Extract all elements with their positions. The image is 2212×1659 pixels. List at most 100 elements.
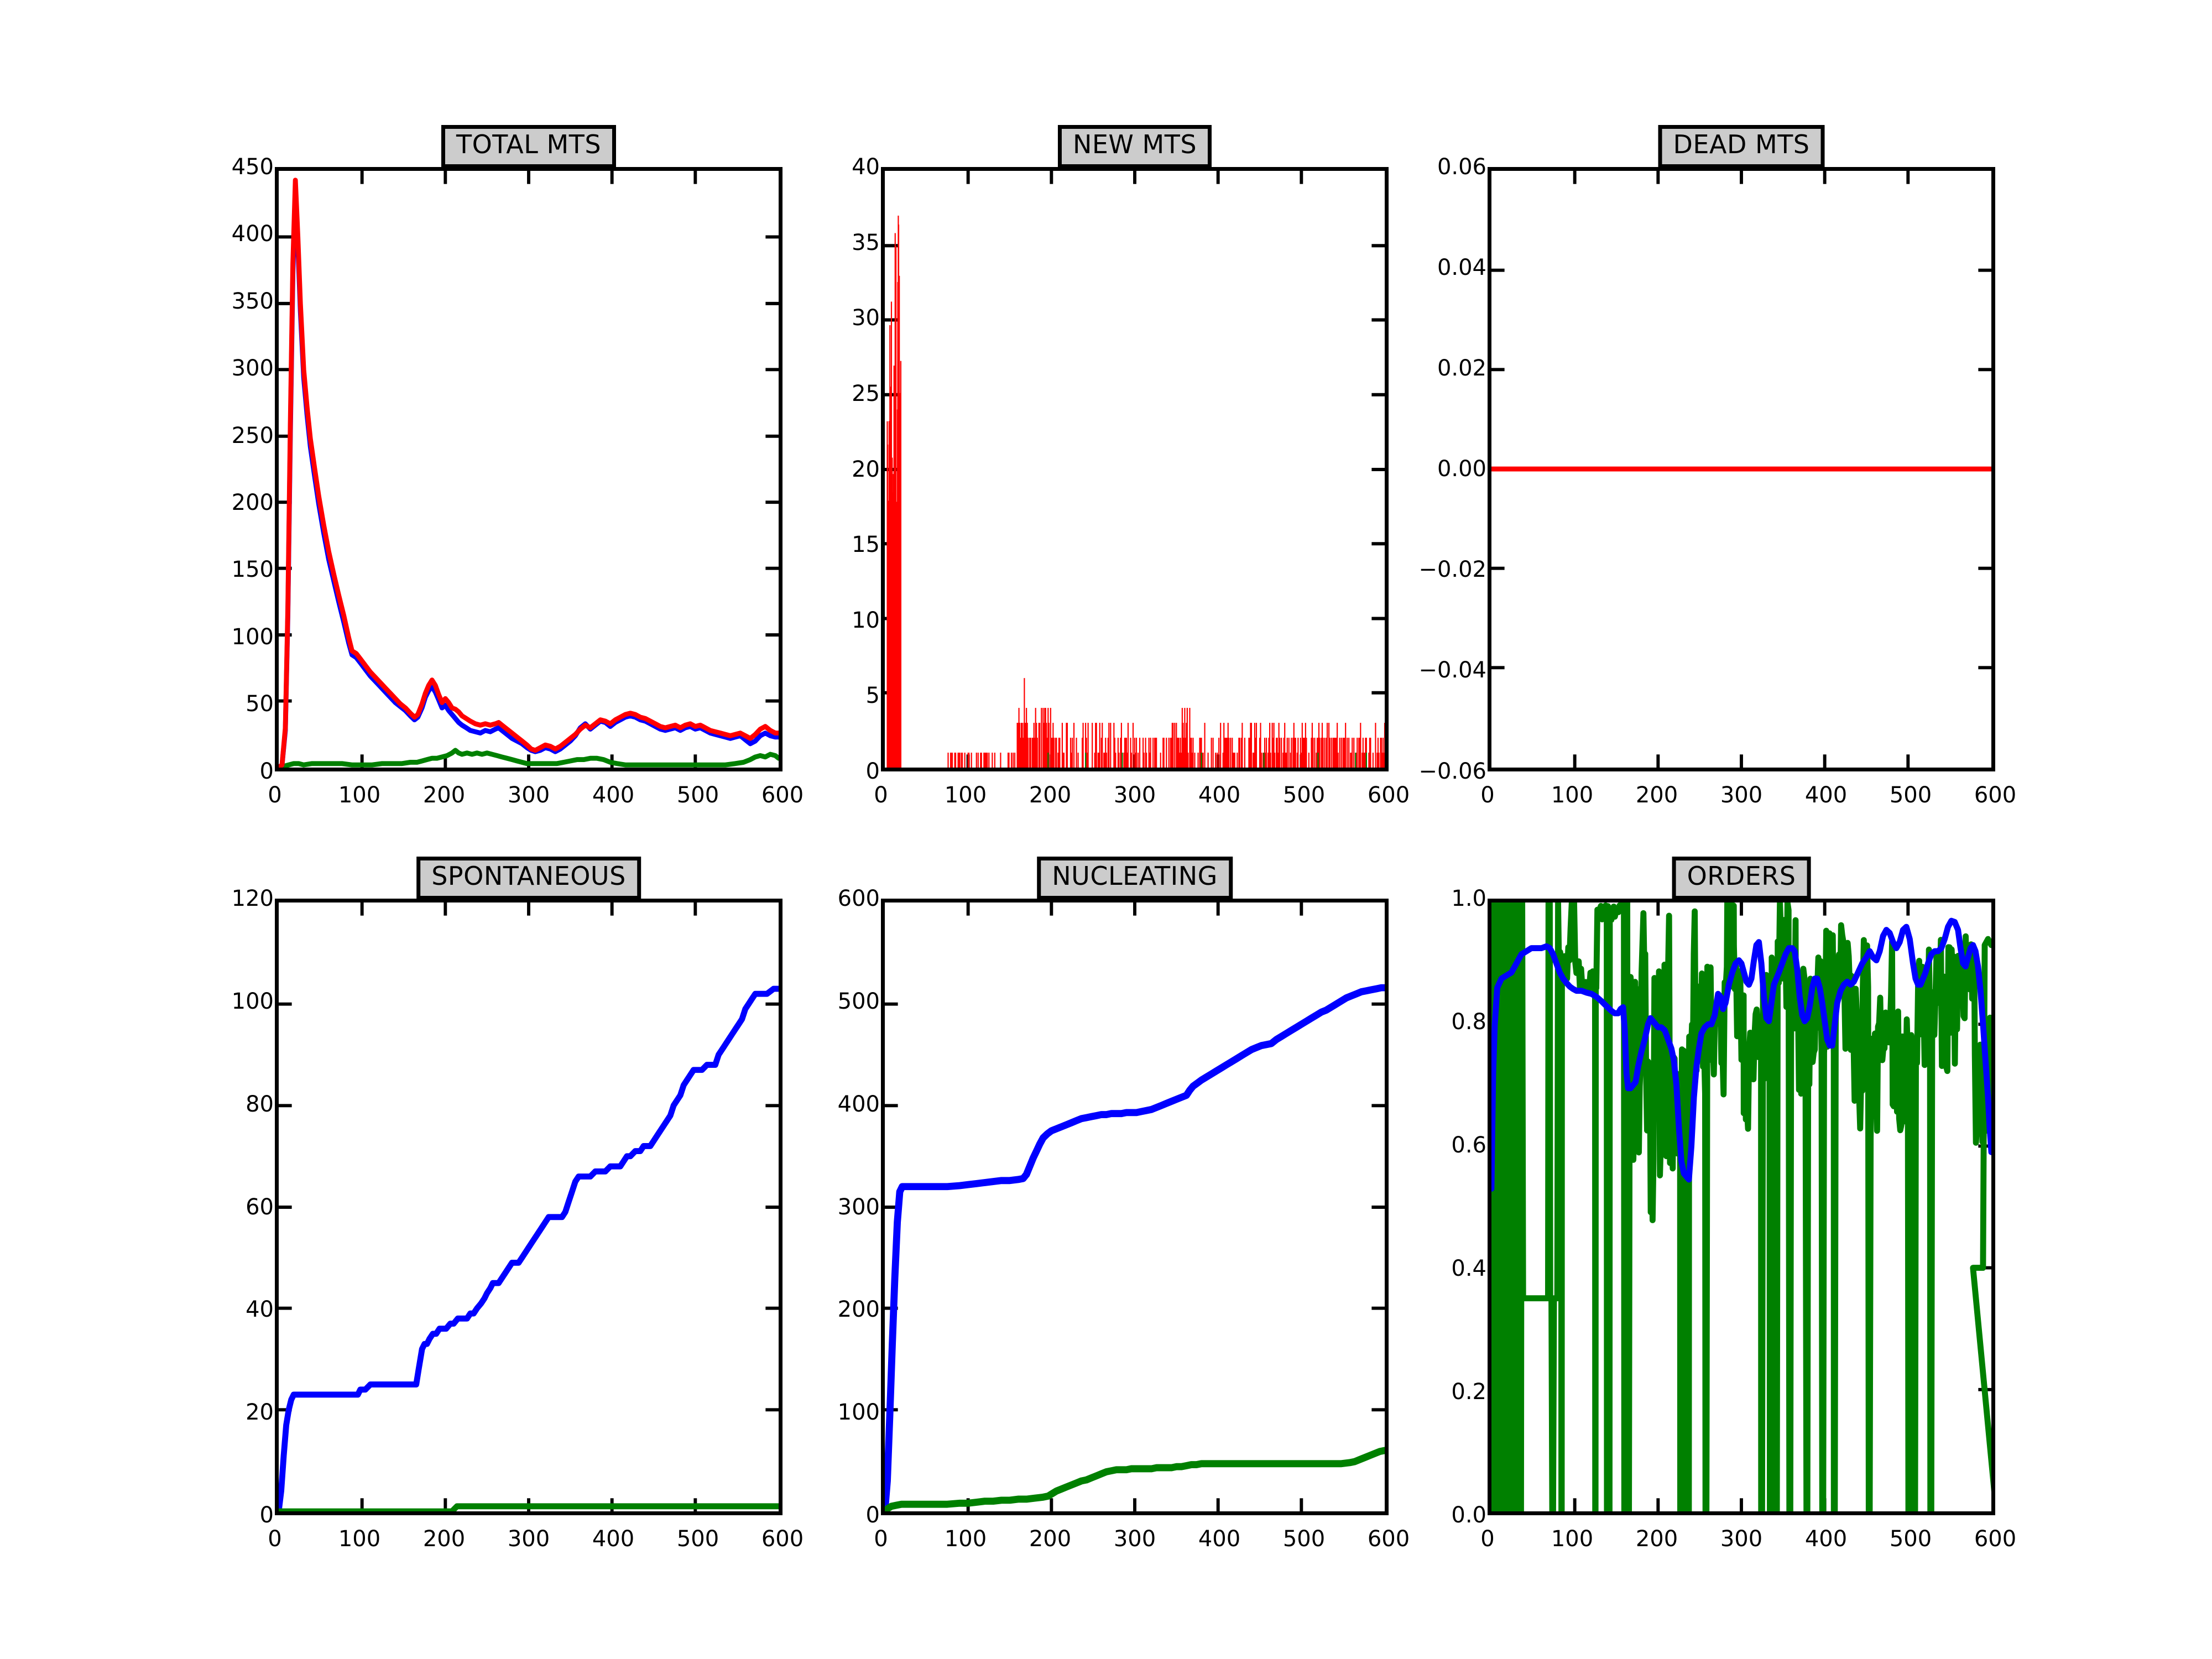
ytick-nucl-400: 400: [837, 1092, 880, 1117]
plot-area-new-mts: [885, 171, 1385, 768]
plot-area-dead-mts: [1491, 171, 1991, 768]
xtick-total-500: 500: [676, 782, 719, 808]
series-spontaneous-blue: [279, 985, 779, 1511]
panel-new-mts: NEW MTS: [852, 125, 1410, 808]
panel-orders: ORDERS: [1451, 857, 2016, 1552]
xtick-nucl-100: 100: [944, 1526, 987, 1552]
xtick-orders-100: 100: [1551, 1526, 1594, 1552]
ytick-spont-120: 120: [231, 886, 274, 911]
xtick-dead-500: 500: [1889, 782, 1932, 808]
xtick-spont-200: 200: [422, 1526, 466, 1552]
ytick-new-5: 5: [865, 683, 880, 708]
panel-title-spontaneous: SPONTANEOUS: [416, 857, 641, 900]
panel-dead-mts: DEAD MTS: [1418, 125, 2016, 808]
xtick-new-200: 200: [1029, 782, 1072, 808]
axes-total-mts: [275, 167, 782, 771]
ytick-nucl-300: 300: [837, 1194, 880, 1220]
axes-orders: [1488, 899, 1995, 1515]
ytick-total-400: 400: [231, 221, 274, 247]
panel-title-nucleating: NUCLEATING: [1037, 857, 1233, 900]
ytick-dead-000: 0.00: [1437, 456, 1486, 482]
ytick-total-150: 150: [231, 557, 274, 582]
ytick-total-300: 300: [231, 356, 274, 381]
series-nucleating-green: [885, 1447, 1385, 1511]
xtick-dead-200: 200: [1635, 782, 1678, 808]
xtick-nucl-200: 200: [1029, 1526, 1072, 1552]
xtick-total-400: 400: [592, 782, 635, 808]
plot-area-spontaneous: [279, 902, 779, 1511]
xtick-orders-500: 500: [1889, 1526, 1932, 1552]
xtick-orders-300: 300: [1720, 1526, 1763, 1552]
series-orders-green: [1491, 902, 1991, 1511]
xtick-new-100: 100: [944, 782, 987, 808]
axes-new-mts: [881, 167, 1389, 771]
xtick-spont-100: 100: [338, 1526, 381, 1552]
ytick-total-250: 250: [231, 423, 274, 448]
xtick-orders-200: 200: [1635, 1526, 1678, 1552]
ytick-dead-002: 0.02: [1437, 356, 1486, 381]
ytick-nucl-0: 0: [865, 1503, 880, 1528]
xtick-nucl-600: 600: [1367, 1526, 1410, 1552]
xtick-total-300: 300: [507, 782, 550, 808]
series-total-red: [279, 178, 779, 768]
ytick-dead-neg002: −0.02: [1418, 557, 1486, 582]
series-total-green: [279, 748, 779, 768]
xtick-dead-0: 0: [1480, 782, 1495, 808]
ticks-inner-spontaneous: [279, 902, 779, 1511]
xtick-total-0: 0: [268, 782, 282, 808]
ytick-orders-08: 0.8: [1451, 1009, 1486, 1035]
ytick-nucl-500: 500: [837, 989, 880, 1014]
ticks-inner-new-mts: [885, 171, 1385, 768]
ytick-new-15: 15: [852, 532, 880, 557]
ytick-new-0: 0: [865, 759, 880, 784]
xtick-new-0: 0: [874, 782, 888, 808]
ytick-total-50: 50: [246, 691, 274, 717]
ytick-dead-neg006: −0.06: [1418, 759, 1486, 784]
xtick-nucl-300: 300: [1113, 1526, 1156, 1552]
ytick-orders-00: 0.0: [1451, 1503, 1486, 1528]
xtick-new-300: 300: [1113, 782, 1156, 808]
xtick-dead-400: 400: [1804, 782, 1848, 808]
panel-total-mts: TOTAL MTS: [232, 125, 804, 808]
series-total-blue: [279, 184, 779, 768]
ytick-dead-006: 0.06: [1437, 154, 1486, 180]
ytick-total-200: 200: [231, 490, 274, 515]
ytick-spont-0: 0: [259, 1503, 274, 1528]
xtick-nucl-0: 0: [874, 1526, 888, 1552]
ytick-new-35: 35: [852, 230, 880, 255]
xtick-new-400: 400: [1198, 782, 1241, 808]
ticks-inner-nucleating: [885, 902, 1385, 1511]
ytick-spont-60: 60: [246, 1194, 274, 1220]
series-orders-blue: [1491, 917, 1991, 1192]
ytick-nucl-600: 600: [837, 886, 880, 911]
panel-title-orders: ORDERS: [1672, 857, 1811, 900]
xtick-new-500: 500: [1282, 782, 1326, 808]
xtick-dead-300: 300: [1720, 782, 1763, 808]
xtick-nucl-500: 500: [1282, 1526, 1326, 1552]
ytick-dead-neg004: −0.04: [1418, 658, 1486, 683]
xtick-spont-400: 400: [592, 1526, 635, 1552]
plot-area-nucleating: [885, 902, 1385, 1511]
xtick-spont-600: 600: [761, 1526, 804, 1552]
ytick-new-40: 40: [852, 154, 880, 180]
ytick-new-20: 20: [852, 457, 880, 482]
xtick-spont-300: 300: [507, 1526, 550, 1552]
xtick-total-200: 200: [422, 782, 466, 808]
panel-title-new-mts: NEW MTS: [1057, 125, 1212, 168]
xtick-dead-100: 100: [1551, 782, 1594, 808]
ytick-total-100: 100: [231, 624, 274, 650]
ytick-total-350: 350: [231, 289, 274, 314]
xtick-spont-500: 500: [676, 1526, 719, 1552]
axes-nucleating: [881, 899, 1389, 1515]
xtick-nucl-400: 400: [1198, 1526, 1241, 1552]
ticks-inner-total-mts: [279, 171, 779, 768]
ytick-new-10: 10: [852, 608, 880, 633]
panel-spontaneous: SPONTANEOUS: [232, 857, 804, 1552]
panel-title-dead-mts: DEAD MTS: [1658, 125, 1825, 168]
series-spontaneous-green: [279, 1503, 779, 1511]
xtick-orders-600: 600: [1974, 1526, 2017, 1552]
ytick-total-450: 450: [231, 154, 274, 180]
xtick-new-600: 600: [1367, 782, 1410, 808]
xtick-orders-400: 400: [1804, 1526, 1848, 1552]
